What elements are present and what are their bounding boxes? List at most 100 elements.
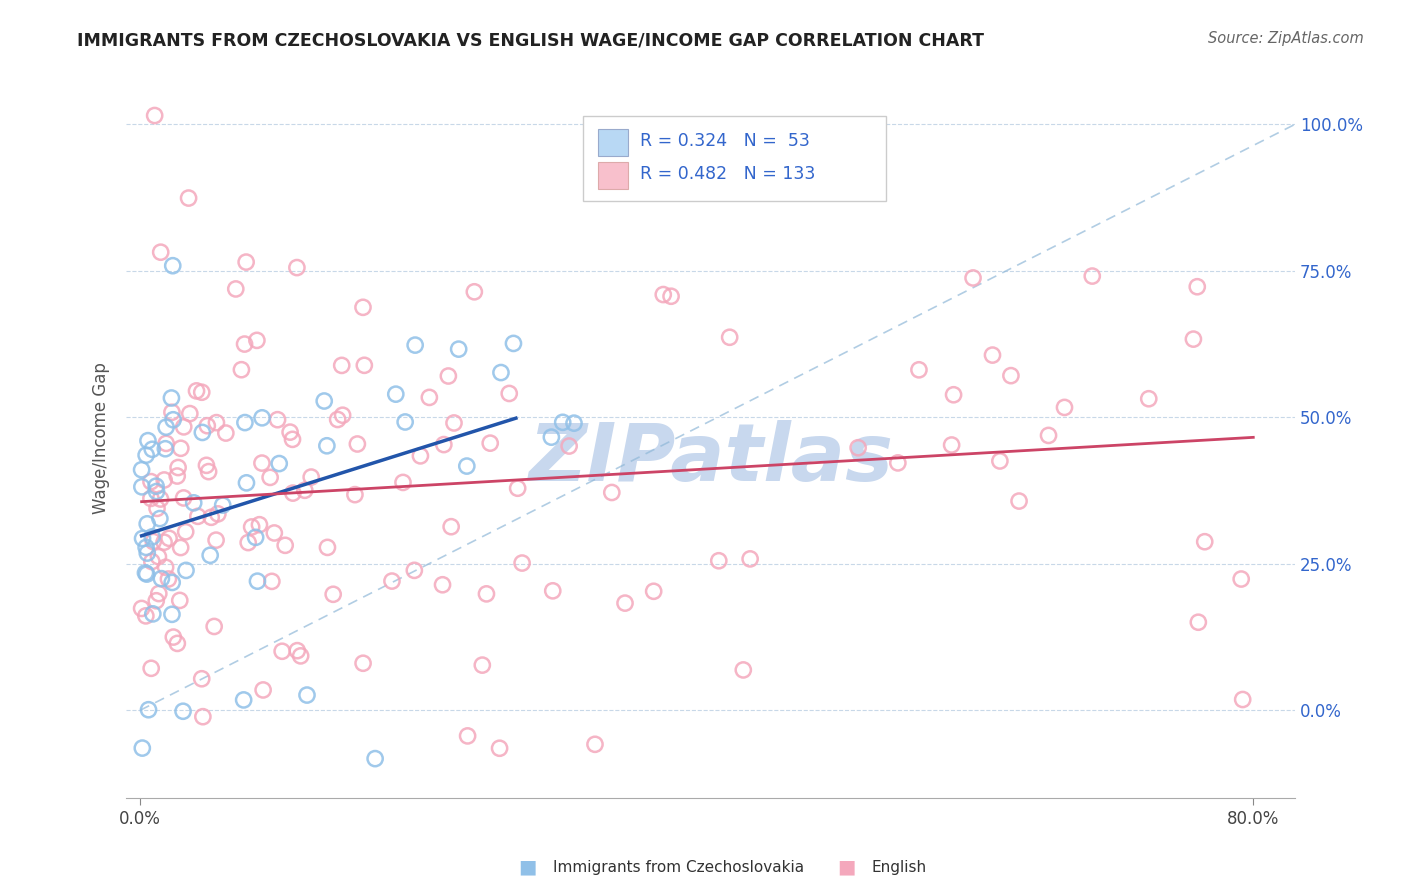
Point <box>475 587 498 601</box>
Point <box>233 337 256 351</box>
Point <box>138 703 160 717</box>
Point <box>278 425 301 439</box>
Point <box>211 498 233 512</box>
Point <box>409 449 432 463</box>
Point <box>263 525 285 540</box>
Point <box>1000 368 1022 383</box>
Point <box>988 454 1011 468</box>
Point <box>169 593 191 607</box>
Point <box>252 682 274 697</box>
Point <box>479 436 502 450</box>
Point <box>197 465 219 479</box>
Point <box>551 415 574 429</box>
Text: English: English <box>872 860 927 874</box>
Point <box>155 560 177 574</box>
Text: ■: ■ <box>517 857 537 877</box>
Point <box>162 413 184 427</box>
Point <box>233 416 256 430</box>
Point <box>172 704 194 718</box>
Point <box>1008 494 1031 508</box>
Point <box>600 485 623 500</box>
Point <box>489 366 512 380</box>
Point <box>1081 268 1104 283</box>
Point <box>160 391 183 405</box>
Point <box>191 709 214 723</box>
Point <box>136 434 159 448</box>
Point <box>179 407 201 421</box>
Point <box>558 439 581 453</box>
Point <box>353 359 375 373</box>
Point <box>249 517 271 532</box>
Point <box>246 574 269 589</box>
Text: IMMIGRANTS FROM CZECHOSLOVAKIA VS ENGLISH WAGE/INCOME GAP CORRELATION CHART: IMMIGRANTS FROM CZECHOSLOVAKIA VS ENGLIS… <box>77 31 984 49</box>
Point <box>145 593 167 607</box>
Point <box>343 488 366 502</box>
Point <box>195 458 218 473</box>
Point <box>145 479 167 493</box>
Point <box>136 546 159 560</box>
Point <box>187 509 209 524</box>
Text: Immigrants from Czechoslovakia: Immigrants from Czechoslovakia <box>553 860 804 874</box>
Point <box>740 552 762 566</box>
Point <box>266 413 288 427</box>
Point <box>614 596 637 610</box>
Point <box>259 470 281 484</box>
Point <box>174 563 197 577</box>
Point <box>394 415 416 429</box>
Point <box>1182 332 1205 346</box>
Text: Source: ZipAtlas.com: Source: ZipAtlas.com <box>1208 31 1364 46</box>
Point <box>207 507 229 521</box>
Point <box>440 519 463 533</box>
Point <box>167 460 190 475</box>
Point <box>205 416 228 430</box>
Text: R = 0.482   N = 133: R = 0.482 N = 133 <box>640 165 815 183</box>
Point <box>352 657 374 671</box>
Point <box>981 348 1004 362</box>
Point <box>142 607 165 621</box>
Point <box>1137 392 1160 406</box>
Point <box>146 501 169 516</box>
Point <box>315 439 337 453</box>
Point <box>1187 615 1209 630</box>
Point <box>232 693 254 707</box>
Point <box>157 531 180 545</box>
Point <box>131 480 153 494</box>
Point <box>191 425 214 440</box>
Text: ■: ■ <box>837 857 856 877</box>
Point <box>155 442 177 456</box>
Point <box>322 587 344 601</box>
Point <box>652 287 675 301</box>
Point <box>281 486 304 500</box>
Point <box>155 436 177 450</box>
Point <box>294 483 316 498</box>
Point <box>404 338 426 352</box>
Point <box>153 535 176 549</box>
Point <box>418 391 440 405</box>
Point <box>269 457 291 471</box>
Point <box>235 475 257 490</box>
Point <box>271 644 294 658</box>
Point <box>135 541 157 555</box>
Point <box>246 334 269 348</box>
Point <box>432 578 454 592</box>
Point <box>205 533 228 548</box>
Point <box>502 336 524 351</box>
Point <box>149 511 172 525</box>
Point <box>170 541 193 555</box>
Point <box>238 535 260 549</box>
Point <box>846 441 869 455</box>
Point <box>316 541 339 555</box>
Point <box>404 563 426 577</box>
Point <box>186 384 208 398</box>
Point <box>240 520 263 534</box>
Point <box>139 491 162 506</box>
Point <box>141 442 163 457</box>
Point <box>198 548 221 562</box>
Point <box>260 574 283 589</box>
Point <box>463 285 485 299</box>
Point <box>131 463 153 477</box>
Point <box>136 516 159 531</box>
Point <box>173 420 195 434</box>
Point <box>758 128 780 142</box>
Point <box>139 475 162 489</box>
